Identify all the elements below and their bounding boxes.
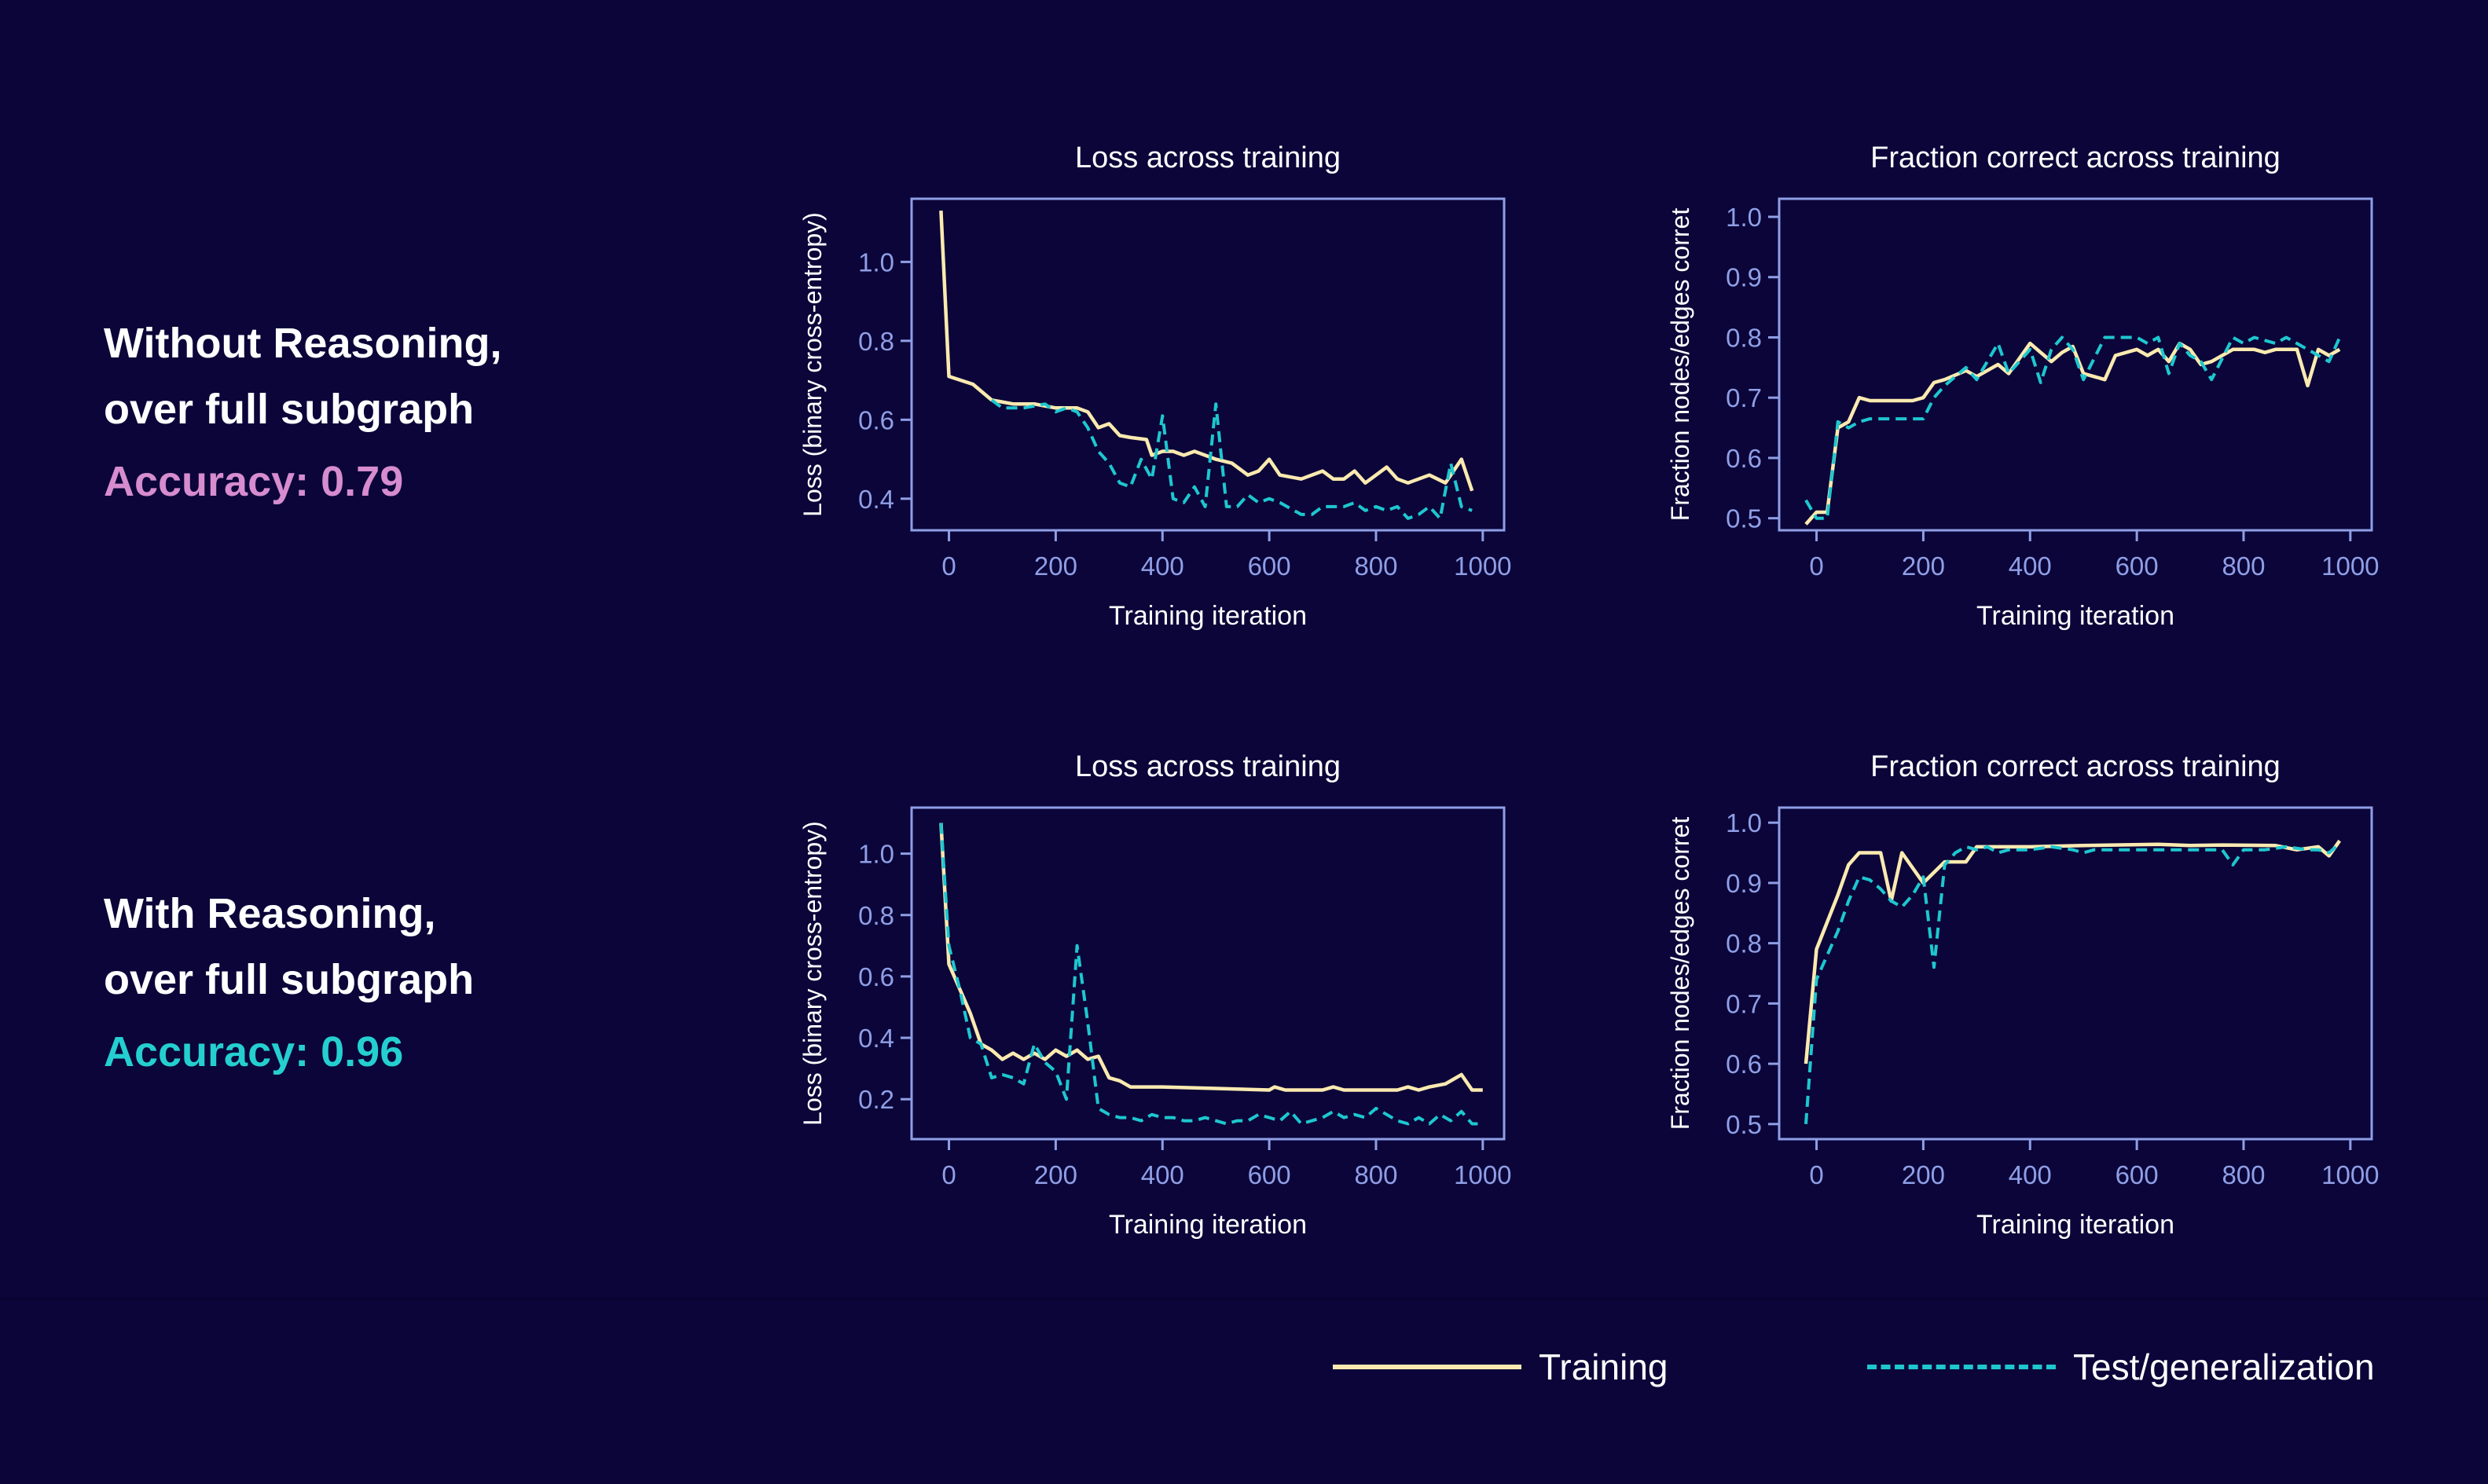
series-line-training bbox=[939, 823, 1483, 1092]
row-title-line1: Without Reasoning, bbox=[104, 320, 502, 367]
chart-panel-3: Loss across training Training iteration Lo… bbox=[798, 750, 1512, 1240]
x-tick-label: 0 bbox=[941, 1160, 956, 1189]
x-tick-label: 0 bbox=[1809, 551, 1823, 581]
x-tick-label: 400 bbox=[2009, 1160, 2052, 1189]
plot-frame bbox=[1778, 197, 2373, 532]
y-tick-label: 0.7 bbox=[1726, 383, 1762, 412]
legend-divider bbox=[0, 1298, 2488, 1300]
x-tick-label: 600 bbox=[1248, 551, 1291, 581]
accuracy-label: Accuracy: 0.79 bbox=[104, 458, 404, 505]
y-tick-label: 1.0 bbox=[858, 247, 894, 277]
x-tick-label: 400 bbox=[1141, 1160, 1184, 1189]
legend-item-training: Training bbox=[1333, 1339, 1668, 1394]
series-line-training bbox=[939, 210, 1474, 492]
chart-title: Loss across training bbox=[1075, 750, 1341, 783]
legend-label-training: Training bbox=[1539, 1347, 1668, 1387]
row-label-with-reasoning: With Reasoning, over full subgraph Accur… bbox=[104, 881, 474, 1085]
plot-frame bbox=[910, 806, 1506, 1141]
x-tick-label: 1000 bbox=[2321, 1160, 2379, 1189]
x-tick-label: 600 bbox=[2116, 551, 2159, 581]
row-label-without-reasoning: Without Reasoning, over full subgraph Ac… bbox=[104, 310, 501, 515]
x-tick-label: 800 bbox=[2222, 551, 2265, 581]
series-line-test bbox=[1804, 842, 2341, 1124]
x-axis-label: Training iteration bbox=[1109, 601, 1307, 631]
x-tick-label: 1000 bbox=[1454, 1160, 1511, 1189]
chart-title: Fraction correct across training bbox=[1870, 750, 2281, 783]
legend-swatch-test bbox=[1867, 1365, 2056, 1369]
x-tick-label: 800 bbox=[2222, 1160, 2265, 1189]
y-tick-label: 0.8 bbox=[1726, 929, 1762, 958]
y-tick-label: 0.6 bbox=[1726, 1050, 1762, 1079]
x-tick-label: 800 bbox=[1354, 1160, 1397, 1189]
x-tick-label: 0 bbox=[941, 551, 956, 581]
y-tick-label: 0.8 bbox=[858, 327, 894, 356]
x-tick-label: 1000 bbox=[2321, 551, 2379, 581]
chart-title: Fraction correct across training bbox=[1870, 141, 2281, 174]
series-line-training bbox=[1804, 341, 2341, 526]
y-tick-label: 0.4 bbox=[858, 485, 894, 514]
chart-panel-2: Fraction correct across training Training… bbox=[1666, 141, 2380, 631]
y-axis-label: Loss (binary cross-entropy) bbox=[798, 212, 827, 517]
y-tick-label: 0.8 bbox=[1726, 323, 1762, 352]
chart-panel-4: Fraction correct across training Training… bbox=[1666, 750, 2380, 1240]
y-tick-label: 0.7 bbox=[1726, 989, 1762, 1018]
accuracy-label: Accuracy: 0.96 bbox=[104, 1028, 404, 1075]
y-axis-label: Fraction nodes/edges corret bbox=[1666, 208, 1694, 522]
y-tick-label: 0.5 bbox=[1726, 1110, 1762, 1139]
y-tick-label: 0.9 bbox=[1726, 869, 1762, 898]
x-tick-label: 400 bbox=[2009, 551, 2052, 581]
x-tick-label: 200 bbox=[1902, 1160, 1945, 1189]
y-tick-label: 1.0 bbox=[858, 840, 894, 869]
y-tick-label: 1.0 bbox=[1726, 203, 1762, 232]
x-tick-label: 800 bbox=[1354, 551, 1397, 581]
y-tick-label: 1.0 bbox=[1726, 808, 1762, 837]
x-axis-label: Training iteration bbox=[1976, 601, 2174, 631]
y-axis-label: Fraction nodes/edges corret bbox=[1666, 817, 1694, 1130]
series-line-training bbox=[1804, 839, 2342, 1064]
y-tick-label: 0.2 bbox=[858, 1085, 894, 1114]
y-tick-label: 0.9 bbox=[1726, 263, 1762, 292]
series-line-test bbox=[990, 398, 1473, 520]
x-axis-label: Training iteration bbox=[1976, 1210, 2174, 1240]
legend-swatch-training bbox=[1333, 1365, 1521, 1369]
y-tick-label: 0.6 bbox=[858, 962, 894, 991]
row-title-line1: With Reasoning, bbox=[104, 890, 436, 937]
plot-frame bbox=[910, 197, 1506, 532]
y-tick-label: 0.8 bbox=[858, 901, 894, 930]
y-axis-label: Loss (binary cross-entropy) bbox=[798, 821, 827, 1126]
x-tick-label: 200 bbox=[1034, 1160, 1077, 1189]
chart-title: Loss across training bbox=[1075, 141, 1341, 174]
series-line-test bbox=[1804, 335, 2342, 520]
x-tick-label: 1000 bbox=[1454, 551, 1511, 581]
x-tick-label: 0 bbox=[1809, 1160, 1823, 1189]
x-tick-label: 200 bbox=[1034, 551, 1077, 581]
y-tick-label: 0.6 bbox=[858, 405, 894, 434]
series-line-test bbox=[939, 823, 1483, 1126]
x-tick-label: 600 bbox=[2116, 1160, 2159, 1189]
x-tick-label: 400 bbox=[1141, 551, 1184, 581]
plot-frame bbox=[1778, 806, 2373, 1141]
y-tick-label: 0.4 bbox=[858, 1024, 894, 1053]
x-tick-label: 200 bbox=[1902, 551, 1945, 581]
x-tick-label: 600 bbox=[1248, 1160, 1291, 1189]
y-tick-label: 0.5 bbox=[1726, 504, 1762, 533]
y-tick-label: 0.6 bbox=[1726, 444, 1762, 473]
chart-panel-1: Loss across training Training iteration Lo… bbox=[798, 141, 1512, 631]
legend-item-test: Test/generalization bbox=[1867, 1339, 2375, 1394]
row-title-line2: over full subgraph bbox=[104, 386, 475, 433]
legend-label-test: Test/generalization bbox=[2073, 1347, 2375, 1387]
row-title-line2: over full subgraph bbox=[104, 956, 475, 1003]
x-axis-label: Training iteration bbox=[1109, 1210, 1307, 1240]
